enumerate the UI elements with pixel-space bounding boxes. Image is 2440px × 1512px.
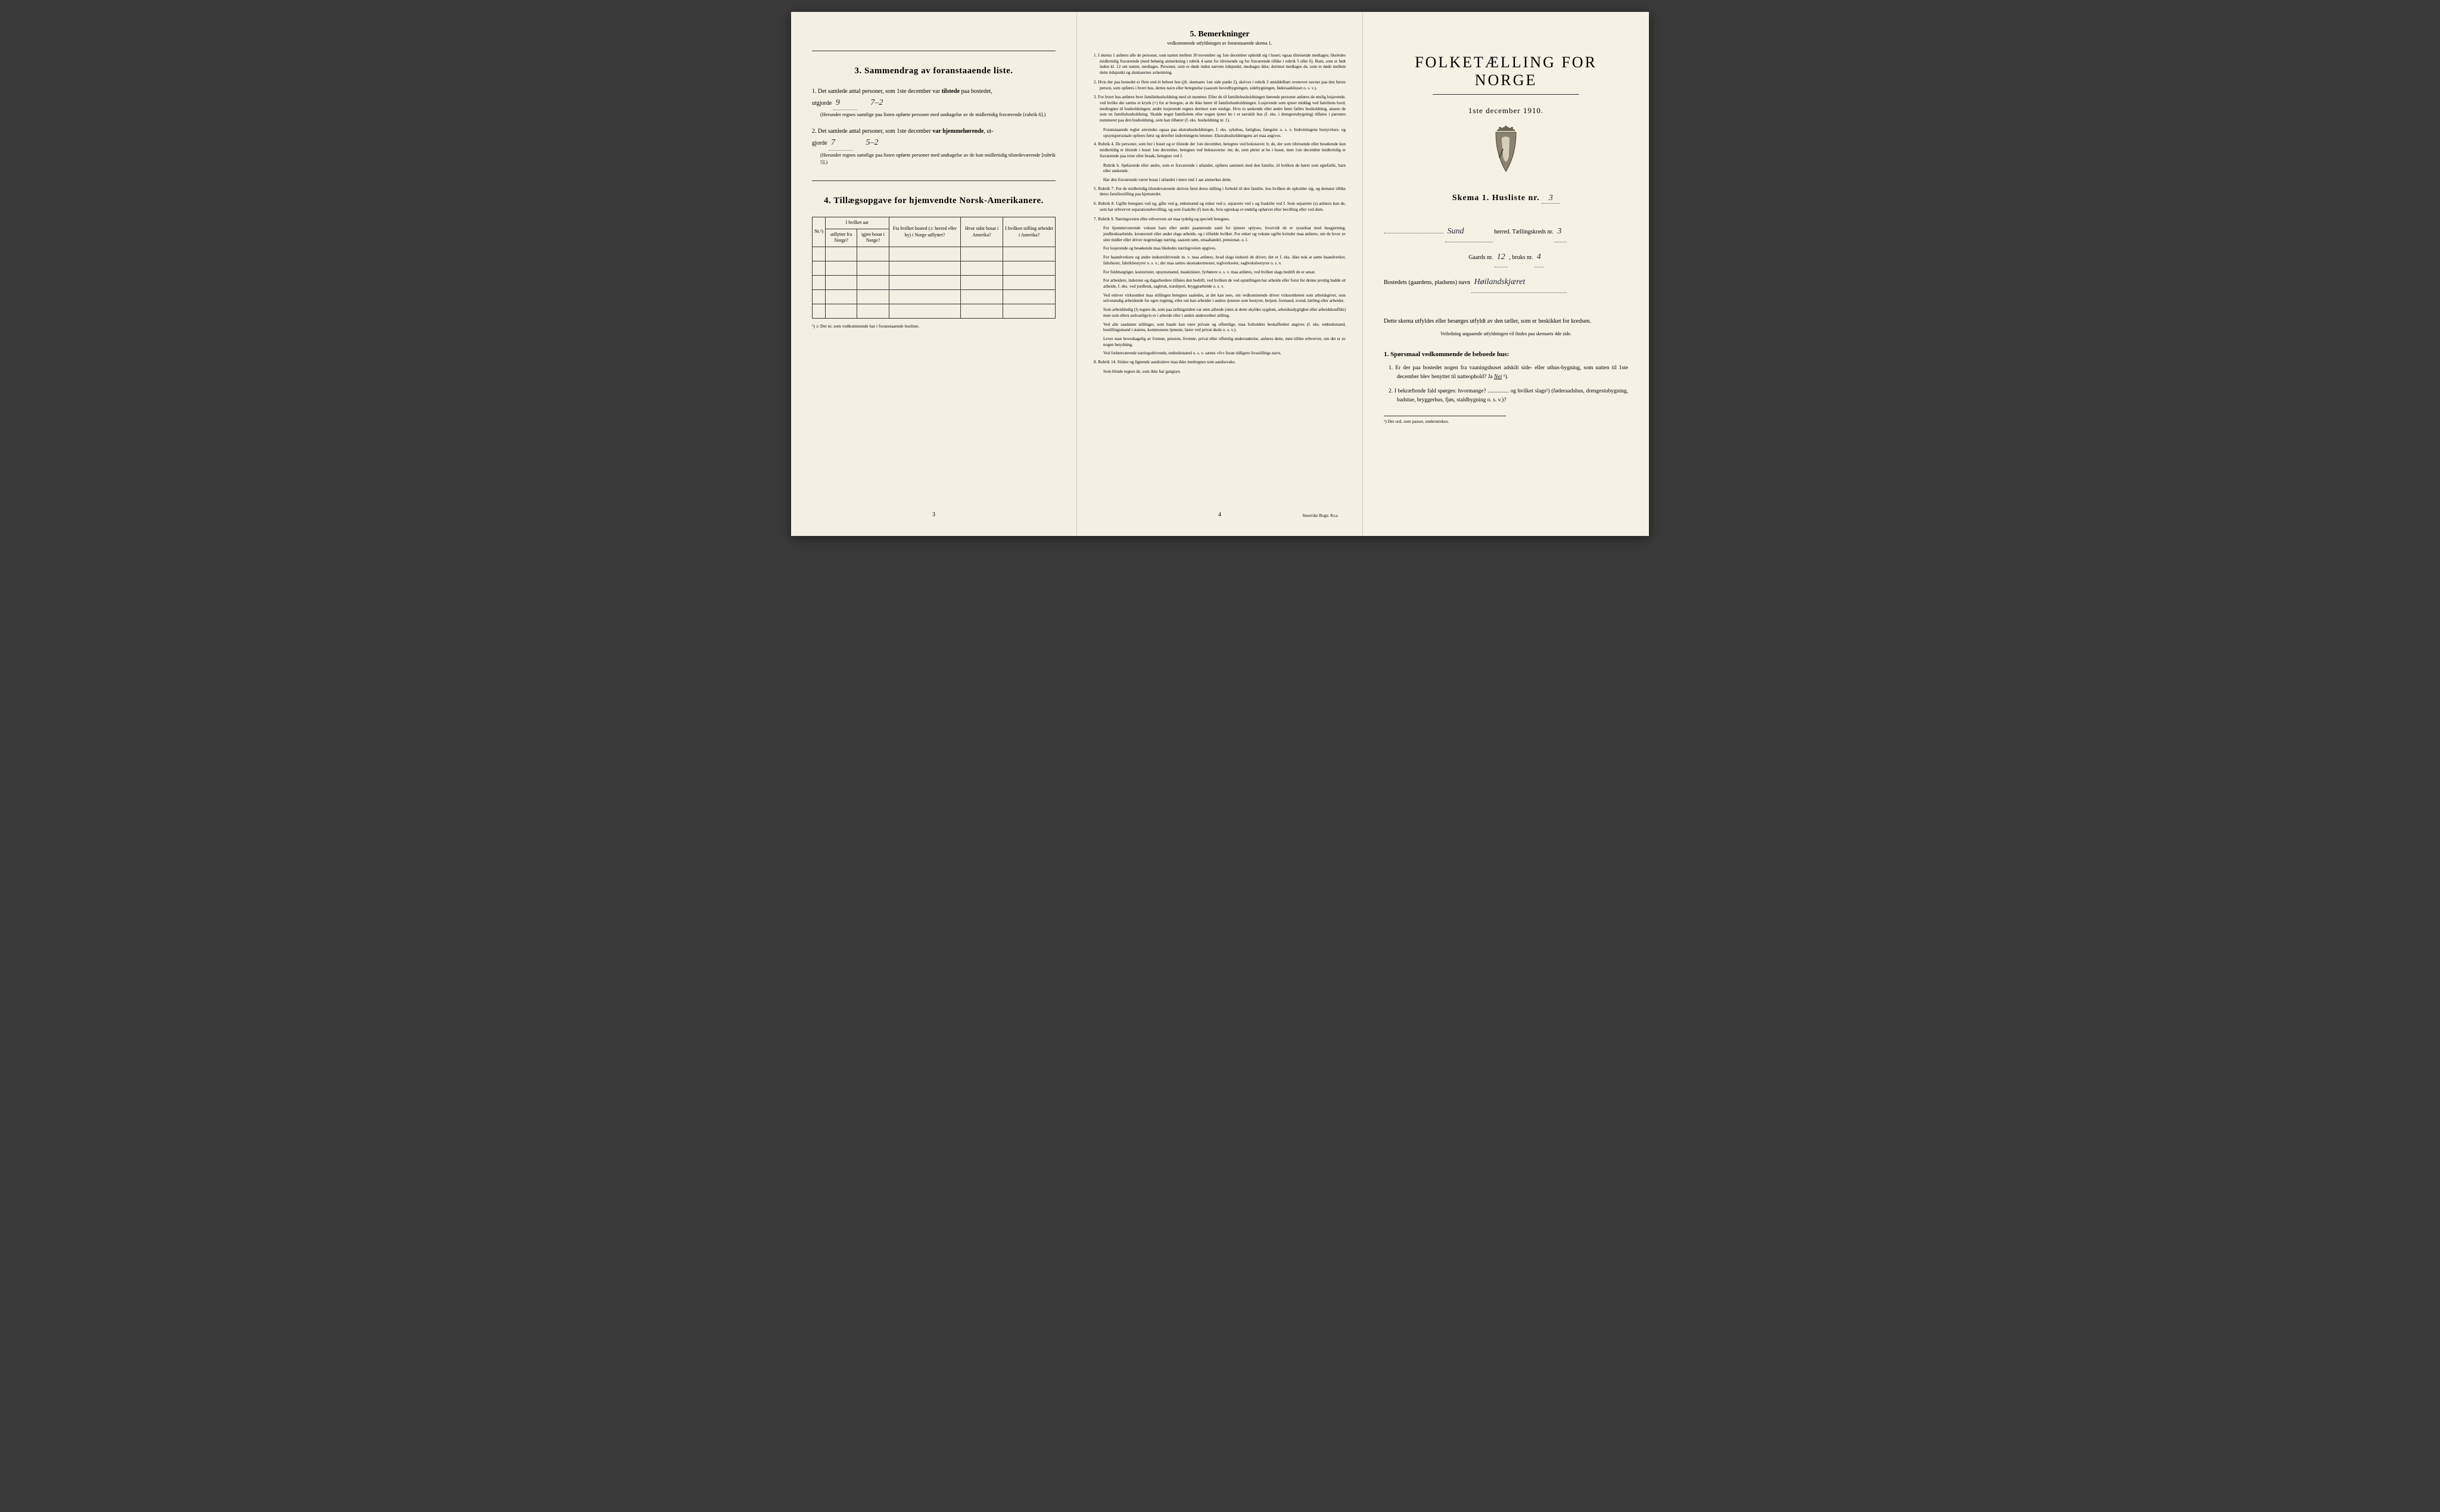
page-number: 3: [932, 512, 935, 518]
count-1-value: 9: [833, 96, 857, 110]
emigrant-table: Nr.¹) I hvilket aar Fra hvilket bosted (…: [812, 217, 1056, 318]
th-year: I hvilket aar: [826, 217, 889, 229]
paren-note-1: (Herunder regnes samtlige paa listen opf…: [820, 111, 1056, 119]
question-1: 1. Er der paa bostedet nogen fra vaaning…: [1384, 364, 1628, 381]
section-4-title: 4. Tillægsopgave for hjemvendte Norsk-Am…: [812, 196, 1056, 206]
utgjorde-label: utgjorde: [812, 100, 832, 107]
note-7e: For arbeidere, inderster og dagarbeidere…: [1094, 278, 1346, 289]
item1-text: 1. Det samlede antal personer, som 1ste …: [812, 88, 942, 95]
note-8-sub: Som blinde regnes de, som ikke har gangs…: [1094, 369, 1346, 375]
note-4: 4. Rubrik 4. De personer, som bor i huse…: [1094, 142, 1346, 159]
document-spread: 3. Sammendrag av foranstaaende liste. 1.…: [791, 12, 1649, 536]
footnote: ¹) Det ord, som passer, understrekes.: [1384, 416, 1506, 424]
th-where: Hvor sidst bosat i Amerika?: [960, 217, 1003, 247]
skema-line: Skema 1. Husliste nr. 3: [1384, 194, 1628, 204]
item1-bold: tilstede: [942, 88, 960, 95]
th-work: I hvilken stilling arbeidet i Amerika?: [1003, 217, 1056, 247]
item-1: 1. Det samlede antal personer, som 1ste …: [812, 87, 1056, 119]
page-number: 4: [1218, 512, 1221, 518]
bruks-label: , bruks nr.: [1509, 254, 1533, 261]
item-2: 2. Det samlede antal personer, som 1ste …: [812, 127, 1056, 166]
note-7g: Som arbeidsledig (l) regnes de, som paa …: [1094, 307, 1346, 319]
note-3-sub: Foranstaaende regler anvendes ogsaa paa …: [1094, 127, 1346, 139]
instruction-2: Veiledning angaaende utfyldningen vil fi…: [1384, 331, 1628, 336]
bosted-value: Høilandskjæret: [1471, 272, 1567, 293]
section-3-title: 3. Sammendrag av foranstaaende liste.: [812, 66, 1056, 76]
bosted-label: Bostedets (gaardens, pladsens) navn: [1384, 279, 1471, 286]
title-rule: [1433, 94, 1579, 95]
item2-bold: var hjemmehørende: [932, 128, 984, 135]
note-7d: For fuldmægtiger, kontorister, opsynsmæn…: [1094, 270, 1346, 276]
table-row: [813, 247, 1056, 261]
table-body: [813, 247, 1056, 318]
husliste-nr: 3: [1542, 194, 1560, 204]
note-6: 6. Rubrik 8. Ugifte betegnes ved ug, gif…: [1094, 201, 1346, 213]
gaards-label: Gaards nr.: [1468, 254, 1493, 261]
skema-label: Skema 1. Husliste nr.: [1452, 194, 1540, 202]
note-5: 5. Rubrik 7. For de midlertidig tilstede…: [1094, 186, 1346, 198]
note-7b: For losjerende og besøkende maa likelede…: [1094, 246, 1346, 252]
gaards-nr: 12: [1495, 247, 1508, 268]
note-7h: Ved alle saadanne stillinger, som baade …: [1094, 322, 1346, 333]
note-4b: Har den fraværende været bosat i utlande…: [1094, 177, 1346, 183]
count-2-value: 7: [829, 136, 852, 150]
note-2: 2. Hvis der paa bostedet er flere end ét…: [1094, 80, 1346, 91]
section-5-subtitle: vedkommende utfyldningen av foranstaaend…: [1094, 40, 1346, 46]
table-row: [813, 275, 1056, 289]
page-4: 5. Bemerkninger vedkommende utfyldningen…: [1077, 12, 1363, 536]
note-7: 7. Rubrik 9. Næringsveien eller erhverve…: [1094, 217, 1346, 223]
herred-value: Sund: [1445, 222, 1493, 242]
table-footnote: ¹) ɔ: Det nr. som vedkommende har i fora…: [812, 323, 1056, 329]
q1-sup: ¹).: [1502, 374, 1508, 380]
kreds-nr: 3: [1555, 222, 1567, 242]
herred-label: herred. Tællingskreds nr.: [1494, 229, 1554, 235]
count-1-hand: 7–2: [870, 98, 883, 107]
count-2-hand: 5–2: [866, 138, 879, 147]
q1-answer: Nei: [1494, 374, 1502, 380]
form-lines: Sund herred. Tællingskreds nr. 3 Gaards …: [1384, 222, 1628, 293]
table-row: [813, 289, 1056, 304]
printer-note: Steen'ske Bogtr. Kr.a.: [1302, 513, 1339, 518]
note-7f: Ved enhver virksomhet maa stillingen bet…: [1094, 293, 1346, 304]
main-date: 1ste december 1910.: [1384, 106, 1628, 116]
note-7a: For hjemmeværende voksne barn eller andr…: [1094, 226, 1346, 243]
th-from: Fra hvilket bosted (ɔ: herred eller by) …: [889, 217, 960, 247]
th-bosat: igjen bosat i Norge?: [857, 229, 889, 247]
page-3: 3. Sammendrag av foranstaaende liste. 1.…: [791, 12, 1077, 536]
th-utflyttet: utflyttet fra Norge?: [826, 229, 857, 247]
section-5-title: 5. Bemerkninger: [1094, 30, 1346, 39]
note-7i: Lever man hovedsagelig av formue, pensio…: [1094, 336, 1346, 348]
table-row: [813, 261, 1056, 275]
instruction-1: Dette skema utfyldes eller besørges utfy…: [1384, 317, 1628, 326]
coat-of-arms-icon: [1485, 125, 1527, 176]
note-7c: For haandverkere og andre industridriven…: [1094, 255, 1346, 266]
th-nr: Nr.¹): [813, 217, 826, 247]
bruks-nr: 4: [1535, 247, 1543, 268]
table-row: [813, 304, 1056, 318]
main-title: FOLKETÆLLING FOR NORGE: [1384, 54, 1628, 89]
note-1: 1. I skema 1 anføres alle de personer, s…: [1094, 53, 1346, 76]
note-3: 3. For hvert hus anføres hver familiehus…: [1094, 95, 1346, 124]
paren-note-2: (Herunder regnes samtlige paa listen opf…: [820, 152, 1056, 166]
gjorde-label: gjorde: [812, 140, 827, 146]
note-7j: Ved forhenværende næringsdrivende, embed…: [1094, 351, 1346, 357]
question-heading: 1. Spørsmaal vedkommende de beboede hus:: [1384, 351, 1628, 358]
mid-rule: [812, 180, 1056, 181]
q1-text: 1. Er der paa bostedet nogen fra vaaning…: [1389, 365, 1628, 380]
question-2: 2. I bekræftende fald spørges: hvormange…: [1384, 387, 1628, 404]
page-cover: FOLKETÆLLING FOR NORGE 1ste december 191…: [1363, 12, 1649, 536]
note-8: 8. Rubrik 14. Sinker og lignende aandssl…: [1094, 360, 1346, 366]
note-4a: Rubrik 6. Sjøfarende eller andre, som er…: [1094, 163, 1346, 174]
item2-text: 2. Det samlede antal personer, som 1ste …: [812, 128, 932, 135]
item2-suffix: , ut-: [984, 128, 993, 135]
item1-suffix: paa bostedet,: [960, 88, 992, 95]
